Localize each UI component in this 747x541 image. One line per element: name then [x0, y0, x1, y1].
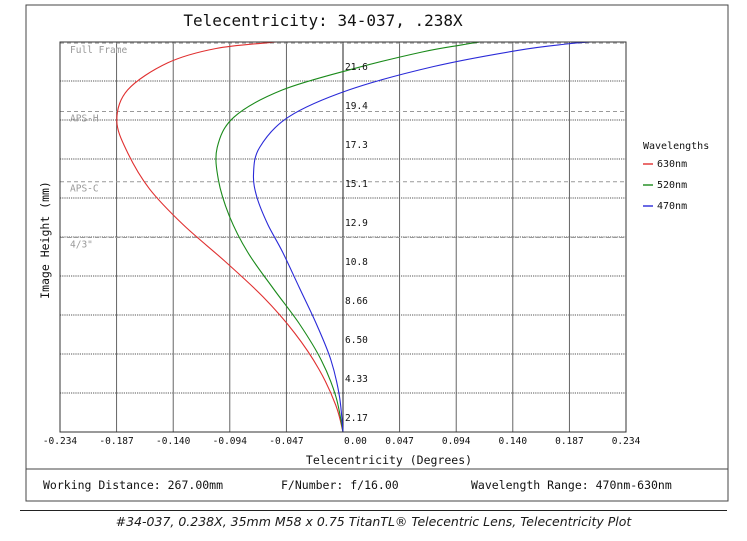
legend-label-470nm: 470nm: [657, 201, 687, 212]
y-tick-label: 10.8: [345, 257, 368, 268]
x-tick-label: 0.047: [385, 436, 414, 447]
series-line-520nm: [215, 41, 480, 433]
x-tick-label: -0.234: [43, 436, 78, 447]
sensor-format-label: APS-H: [70, 114, 99, 125]
legend-label-630nm: 630nm: [657, 159, 687, 170]
x-tick-label: 0.140: [498, 436, 527, 447]
x-tick-label: -0.140: [156, 436, 191, 447]
x-tick-label: 0.00: [344, 436, 367, 447]
sensor-format-label: APS-C: [70, 184, 99, 195]
y-tick-label: 15.1: [345, 179, 368, 190]
x-tick-label: 0.094: [442, 436, 471, 447]
y-tick-label: 21.6: [345, 62, 368, 73]
plot-area: [59, 41, 627, 433]
x-tick-label: -0.094: [213, 436, 248, 447]
y-tick-label: 19.4: [345, 101, 368, 112]
y-tick-label: 6.50: [345, 335, 368, 346]
legend-title: Wavelengths: [643, 141, 709, 152]
series-line-470nm: [252, 41, 591, 433]
figure-caption: #34-037, 0.238X, 35mm M58 x 0.75 TitanTL…: [115, 514, 632, 529]
x-axis-label: Telecentricity (Degrees): [306, 453, 472, 467]
y-tick-label: 8.66: [345, 296, 368, 307]
y-tick-label: 4.33: [345, 374, 368, 385]
chart-title: Telecentricity: 34-037, .238X: [183, 11, 463, 30]
wavelength-range-text: Wavelength Range: 470nm-630nm: [471, 478, 672, 492]
x-tick-label: -0.187: [99, 436, 133, 447]
series-line-630nm: [116, 41, 344, 433]
y-tick-label: 2.17: [345, 413, 368, 424]
x-tick-label: 0.234: [612, 436, 641, 447]
legend: Wavelengths 630nm 520nm 470nm: [643, 141, 709, 212]
y-tick-label: 17.3: [345, 140, 368, 151]
sensor-format-label: Full Frame: [70, 45, 127, 56]
working-distance-text: Working Distance: 267.00mm: [43, 478, 223, 492]
legend-label-520nm: 520nm: [657, 180, 687, 191]
x-tick-label: -0.047: [269, 436, 303, 447]
caption-rule: [20, 510, 727, 511]
chart-frame: [25, 4, 729, 502]
x-tick-label: 0.187: [555, 436, 584, 447]
y-axis-label: Image Height (mm): [38, 181, 52, 299]
y-tick-label: 12.9: [345, 218, 368, 229]
sensor-format-label: 4/3": [70, 240, 93, 251]
f-number-text: F/Number: f/16.00: [281, 478, 399, 492]
